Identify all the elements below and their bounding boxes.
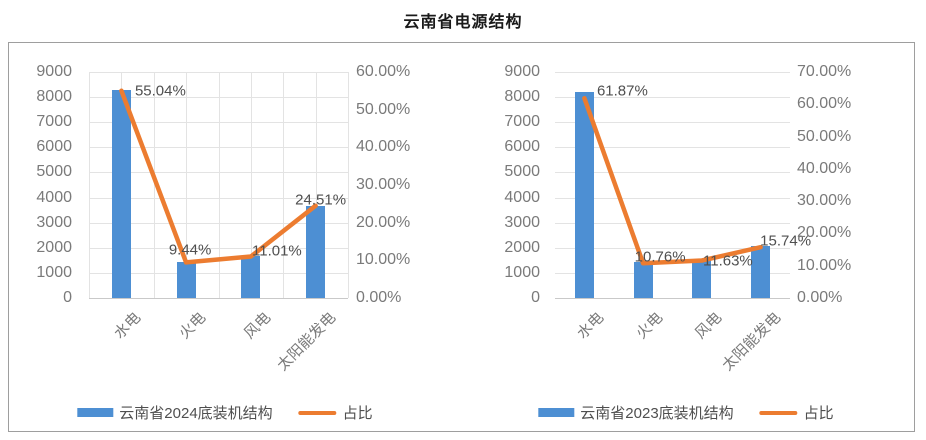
data-label-hydro: 61.87%: [596, 82, 648, 100]
y-axis-left-tick: 1000: [36, 263, 72, 281]
y-axis-right-tick: 40.00%: [797, 159, 852, 177]
bar-hydro: [574, 91, 594, 298]
y-axis-right-tick: 70.00%: [797, 63, 852, 80]
y-axis-left-tick: 8000: [36, 88, 72, 106]
bar-wind: [692, 259, 712, 298]
gridline: [89, 72, 90, 298]
y-axis-left-tick: 4000: [504, 188, 540, 206]
gridline: [555, 222, 790, 224]
y-axis-right-tick: 60.00%: [356, 63, 411, 80]
y-axis-left-tick: 7000: [504, 113, 540, 131]
y-axis-left-tick: 6000: [36, 138, 72, 156]
y-axis-right-tick: 10.00%: [356, 251, 411, 269]
legend: 云南省2023底装机结构 占比: [538, 402, 834, 423]
data-label-solar: 24.51%: [295, 191, 347, 209]
panel-border: [8, 42, 915, 432]
y-axis-right-tick: 0.00%: [356, 289, 402, 306]
gridline: [555, 298, 790, 299]
y-axis-left-tick: 5000: [36, 163, 72, 181]
page-title: 云南省电源结构: [403, 14, 523, 31]
percent-line-layer: [119, 88, 318, 265]
gridline: [555, 272, 790, 274]
y-axis-right-tick: 60.00%: [797, 95, 852, 113]
gridline: [555, 97, 790, 99]
y-axis-right-tick: 20.00%: [356, 213, 411, 231]
data-label-wind: 11.01%: [252, 242, 302, 259]
legend-item-series: 云南省2024底装机结构: [77, 402, 273, 423]
data-label-hydro: 55.04%: [134, 82, 186, 100]
y-axis-right-tick: 50.00%: [356, 100, 411, 118]
y-axis-right-tick: 40.00%: [356, 138, 411, 156]
gridline: [555, 247, 790, 249]
y-axis-left-tick: 0: [531, 289, 540, 306]
y-axis-left-tick: 5000: [504, 163, 540, 181]
legend-label: 云南省2023底装机结构: [580, 405, 734, 422]
y-axis-left-tick: 2000: [504, 238, 540, 256]
gridline: [555, 122, 790, 124]
gridline: [555, 147, 790, 149]
y-axis-left-tick: 0: [63, 289, 72, 306]
data-label-thermal: 9.44%: [168, 241, 212, 259]
y-axis-left-tick: 6000: [504, 138, 540, 156]
gridline: [555, 72, 790, 73]
legend-item-series: 云南省2023底装机结构: [538, 402, 734, 423]
bar-wind: [241, 256, 261, 298]
gridline: [555, 197, 790, 199]
y-axis-left-tick: 4000: [36, 188, 72, 206]
y-axis-right-tick: 30.00%: [797, 192, 852, 210]
legend-line-swatch-icon: [759, 410, 798, 415]
legend-line-swatch-icon: [298, 410, 337, 415]
gridline: [89, 298, 348, 299]
gridline: [186, 72, 188, 298]
legend-label: 占比: [342, 405, 373, 422]
y-axis-right-tick: 30.00%: [356, 176, 411, 193]
legend-bar-swatch-icon: [538, 408, 575, 417]
gridline: [283, 72, 285, 298]
gridline: [218, 72, 220, 298]
y-axis-left-tick: 7000: [36, 113, 72, 131]
y-axis-right-tick: 0.00%: [797, 289, 843, 306]
gridline: [348, 72, 349, 298]
bar-solar: [306, 205, 326, 298]
y-axis-left-tick: 9000: [504, 63, 540, 80]
y-axis-left-tick: 1000: [504, 263, 540, 281]
percent-line: [582, 95, 763, 266]
gridline: [250, 72, 252, 298]
y-axis-left-tick: 2000: [36, 238, 72, 256]
legend-label: 占比: [803, 405, 834, 422]
legend-item-percent: 占比: [298, 402, 373, 423]
bar-thermal: [633, 262, 653, 298]
data-label-thermal: 10.76%: [634, 248, 686, 266]
y-axis-right-tick: 20.00%: [797, 224, 852, 242]
data-label-solar: 15.74%: [760, 232, 812, 250]
percent-line-layer: [582, 95, 763, 266]
y-axis-left-tick: 9000: [36, 63, 72, 80]
legend-item-percent: 占比: [759, 402, 834, 423]
legend-label: 云南省2024底装机结构: [119, 405, 273, 422]
gridline: [315, 72, 317, 298]
y-axis-right-tick: 10.00%: [797, 256, 852, 274]
y-axis-left-tick: 3000: [36, 213, 72, 231]
legend: 云南省2024底装机结构 占比: [77, 402, 373, 423]
gridline: [555, 172, 790, 174]
data-label-wind: 11.63%: [703, 252, 753, 269]
bar-hydro: [111, 89, 131, 298]
legend-bar-swatch-icon: [77, 408, 114, 417]
y-axis-right-tick: 50.00%: [797, 127, 852, 145]
y-axis-left-tick: 3000: [504, 213, 540, 231]
y-axis-left-tick: 8000: [504, 88, 540, 106]
percent-line: [119, 88, 318, 265]
bar-thermal: [176, 262, 196, 298]
bar-solar: [751, 245, 771, 298]
gridline: [153, 72, 155, 298]
